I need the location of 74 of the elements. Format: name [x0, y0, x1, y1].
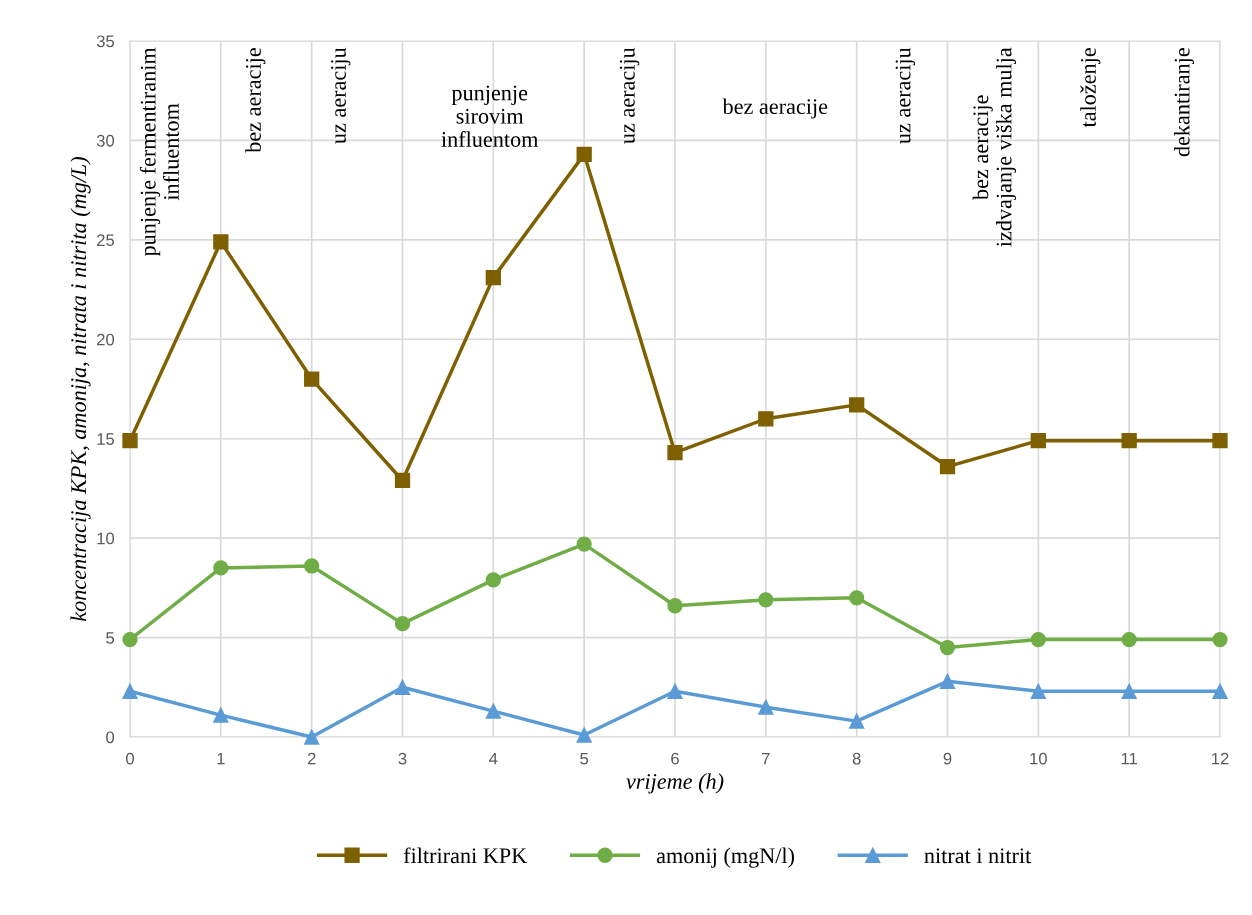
x-tick-label: 3 — [398, 752, 407, 765]
point — [758, 699, 774, 715]
legend-label: filtrirani KPK — [403, 847, 528, 864]
point — [213, 234, 229, 250]
y-axis-title: koncentracija KPK, amonija, nitrata i nitrita (mg/L) — [70, 156, 91, 622]
x-tick-label: 6 — [671, 752, 679, 765]
point — [122, 433, 138, 449]
point — [485, 572, 501, 588]
x-axis-title: vrijeme (h) — [626, 773, 724, 794]
annotation: bez aeracije — [245, 48, 266, 153]
point — [1121, 433, 1137, 449]
x-tick-label: 0 — [126, 752, 134, 765]
y-tick-label: 30 — [96, 134, 115, 147]
y-tick-label: 25 — [97, 234, 115, 247]
point — [1030, 433, 1046, 449]
point — [849, 590, 865, 606]
point — [1121, 683, 1137, 699]
point — [1212, 683, 1228, 699]
point — [1212, 631, 1228, 648]
x-tick-label: 8 — [852, 752, 861, 765]
y-tick-label: 15 — [97, 433, 115, 445]
point — [304, 558, 320, 574]
point — [667, 683, 683, 699]
point — [213, 707, 229, 723]
annotation: uz aeraciju — [331, 47, 351, 144]
annotation: taloženje — [1080, 48, 1101, 128]
point — [667, 444, 683, 461]
point — [1121, 631, 1137, 648]
point — [758, 592, 774, 608]
point — [849, 713, 865, 729]
y-tick-label: 20 — [97, 333, 115, 346]
x-tick-label: 10 — [1030, 752, 1047, 765]
point — [485, 703, 501, 719]
point — [304, 729, 320, 745]
point — [939, 458, 956, 475]
x-tick-label: 12 — [1212, 752, 1229, 765]
annotation: uz aeraciju — [619, 47, 640, 144]
x-tick-label: 4 — [489, 752, 498, 765]
x-tick-label: 1 — [217, 752, 225, 765]
x-tick-label: 11 — [1121, 752, 1138, 765]
point — [1030, 631, 1046, 648]
point — [667, 598, 683, 614]
point — [122, 631, 138, 648]
annotation: bez aeracije — [722, 98, 828, 119]
point — [939, 673, 956, 689]
point — [394, 472, 411, 489]
y-tick-label: 10 — [97, 532, 115, 545]
x-tick-label: 7 — [762, 752, 770, 765]
point — [304, 371, 320, 387]
x-tick-label: 9 — [943, 752, 952, 765]
point — [1030, 683, 1046, 699]
point — [758, 411, 774, 427]
point — [849, 397, 865, 413]
y-tick-label: 35 — [96, 35, 115, 48]
annotation: bez aeracije izdvajanje viška mulja — [972, 47, 1017, 247]
y-tick-label: 0 — [106, 731, 115, 744]
legend-label: nitrat i nitrit — [924, 848, 1032, 864]
point — [122, 683, 138, 699]
point — [576, 536, 592, 552]
point — [576, 727, 592, 743]
point — [394, 679, 411, 695]
annotation: dekantiranje — [1173, 48, 1195, 157]
point — [939, 639, 956, 656]
annotation: uz aeraciju — [895, 47, 916, 144]
point — [394, 616, 411, 632]
legend-label: amonij (mgN/l) — [656, 847, 795, 868]
point — [213, 560, 229, 576]
point — [576, 146, 592, 162]
x-tick-label: 5 — [580, 752, 589, 765]
x-tick-label: 2 — [307, 752, 316, 765]
point — [1212, 433, 1228, 449]
annotation: punjenje sirovim influentom — [441, 85, 539, 147]
point — [485, 270, 501, 286]
y-tick-label: 5 — [106, 632, 115, 644]
